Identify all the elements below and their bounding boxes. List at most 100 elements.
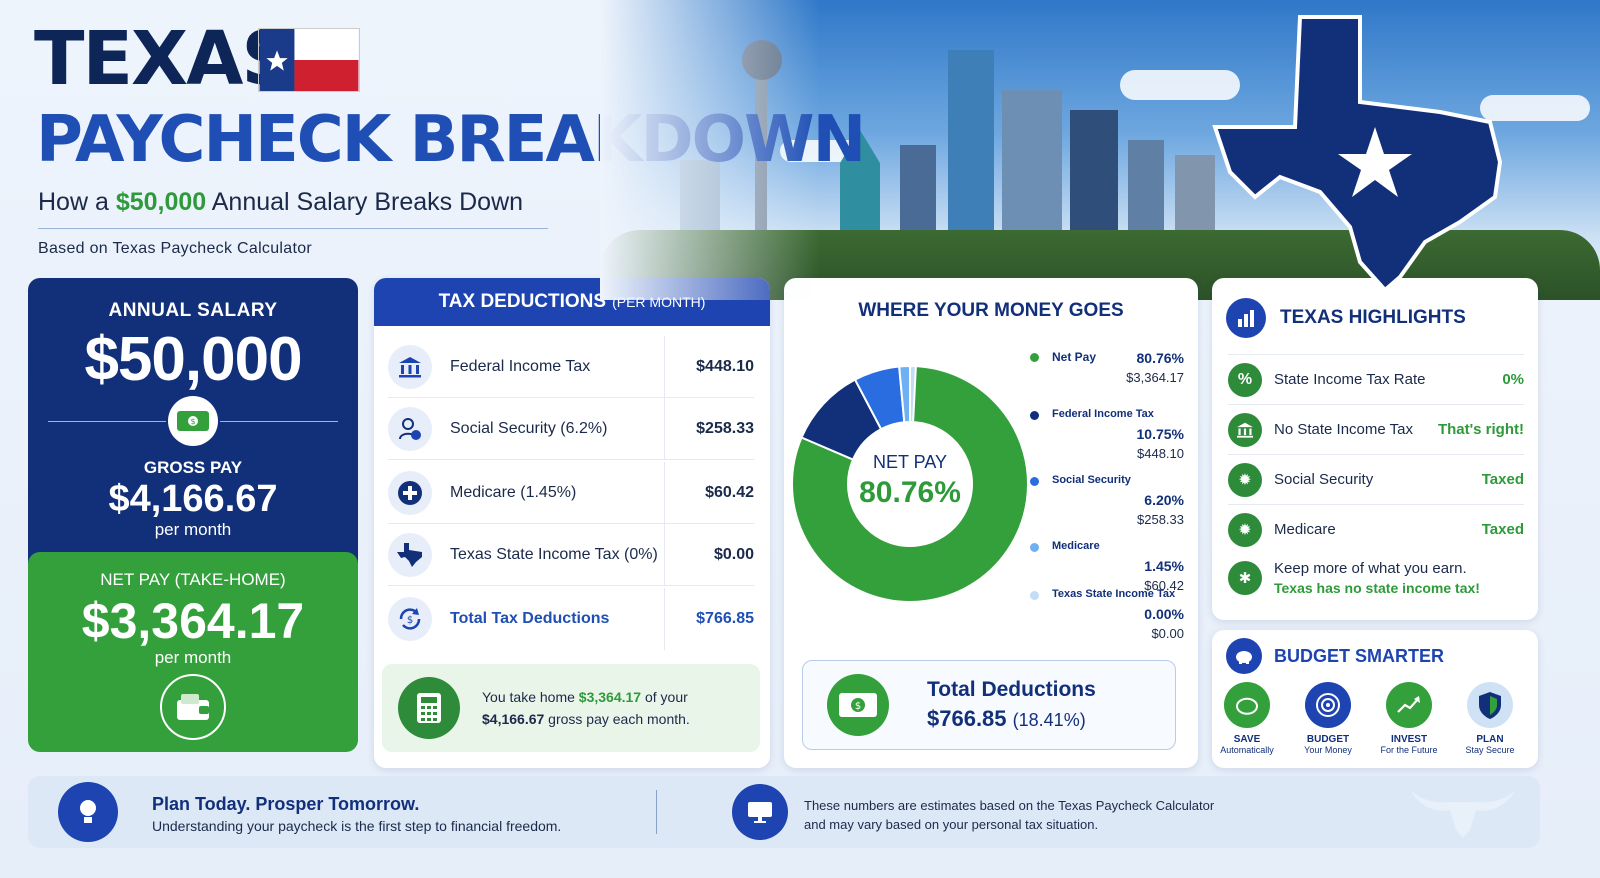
deduction-name: Medicare (1.45%) <box>450 483 577 501</box>
percent-icon: % <box>1228 362 1262 397</box>
legend-amount: $0.00 <box>1151 626 1184 641</box>
center-label: NET PAY <box>873 452 947 472</box>
target-icon <box>1305 682 1351 728</box>
legend-swatch <box>1030 411 1039 420</box>
refresh-dollar-icon: $ <box>388 597 432 641</box>
svg-text:$: $ <box>190 417 195 426</box>
svg-text:$: $ <box>407 615 413 626</box>
calculator-icon <box>398 677 460 739</box>
legend-percent: 10.75% <box>1136 426 1184 442</box>
footer: Plan Today. Prosper Tomorrow. Understand… <box>28 776 1540 848</box>
deduction-value: $766.85 <box>664 588 754 650</box>
palm-tree-icon: ✱ <box>1228 561 1262 595</box>
deduction-value: $448.10 <box>664 335 754 398</box>
budget-item-budget[interactable]: BUDGET Your Money <box>1288 682 1368 755</box>
piggy-bank-icon <box>1224 682 1270 728</box>
budget-header: BUDGET SMARTER <box>1226 638 1444 674</box>
table-row: Federal Income Tax $448.10 <box>388 335 754 398</box>
disclaimer: These numbers are estimates based on the… <box>804 798 1215 832</box>
legend-swatch <box>1030 543 1039 552</box>
user-shield-icon <box>388 406 432 451</box>
badge-icon: ✹ <box>1228 462 1262 497</box>
legend-swatch <box>1030 353 1039 362</box>
budget-smarter-card: BUDGET SMARTER SAVE Automatically BUDGET Y… <box>1212 630 1538 768</box>
legend-percent: 6.20% <box>1144 492 1184 508</box>
deduction-value: $0.00 <box>664 523 754 586</box>
legend-label: Net Pay <box>1052 350 1097 364</box>
monitor-icon <box>732 784 788 840</box>
legend-swatch <box>1030 591 1039 600</box>
net-pay-label: NET PAY (TAKE-HOME) <box>100 570 286 589</box>
legend-amount: $258.33 <box>1137 512 1184 527</box>
take-home-note: You take home $3,364.17 of your $4,166.6… <box>382 664 760 752</box>
legend-amount: $3,364.17 <box>1126 370 1184 385</box>
medical-cross-icon <box>388 470 432 515</box>
net-period: per month <box>154 648 232 667</box>
deduction-value: $60.42 <box>664 461 754 524</box>
texas-icon <box>388 532 432 577</box>
divider <box>656 790 657 834</box>
page-title: TEXAS <box>34 16 295 102</box>
shield-icon <box>1467 682 1513 728</box>
donut-slice-net-pay <box>791 364 1029 603</box>
gross-pay-label: GROSS PAY <box>143 458 243 477</box>
bank-icon <box>1228 412 1262 447</box>
annual-salary-value: $50,000 <box>84 325 302 394</box>
total-deductions-label: Total Deductions <box>927 678 1096 701</box>
legend-percent: 0.00% <box>1144 606 1184 622</box>
texas-flag-icon <box>258 28 360 92</box>
legend-swatch <box>1030 477 1039 486</box>
cash-icon: $ <box>827 674 889 736</box>
deduction-value: $258.33 <box>664 397 754 460</box>
table-row: Social Security (6.2%) $258.33 <box>388 397 754 460</box>
center-value: 80.76% <box>859 476 961 509</box>
legend-amount: $448.10 <box>1137 446 1184 461</box>
highlight-callout: ✱ Keep more of what you earn. Texas has … <box>1228 560 1480 596</box>
divider <box>38 228 548 229</box>
highlight-row: % State Income Tax Rate 0% <box>1228 354 1524 404</box>
table-row: Medicare (1.45%) $60.42 <box>388 461 754 524</box>
footer-slogan-sub: Understanding your paycheck is the first… <box>152 818 562 834</box>
tax-deductions-card: TAX DEDUCTIONS (PER MONTH) Federal Income… <box>374 278 770 768</box>
lightbulb-icon <box>58 782 118 842</box>
budget-item-save[interactable]: SAVE Automatically <box>1207 682 1287 755</box>
total-deductions-value: $766.85 (18.41%) <box>927 706 1086 731</box>
legend-label: Social Security <box>1052 474 1131 486</box>
legend-label: Federal Income Tax <box>1052 408 1154 420</box>
budget-item-plan[interactable]: PLAN Stay Secure <box>1450 682 1530 755</box>
highlights-header: TEXAS HIGHLIGHTS <box>1226 298 1466 338</box>
legend-percent: 80.76% <box>1136 350 1184 366</box>
divider <box>220 421 338 422</box>
gross-period: per month <box>154 520 232 539</box>
source-note: Based on Texas Paycheck Calculator <box>38 240 313 257</box>
donut-slice-texas-state-income-tax <box>909 364 917 424</box>
cash-icon: $ <box>168 396 218 446</box>
texas-map-icon <box>1212 15 1503 292</box>
chart-title: WHERE YOUR MONEY GOES <box>858 300 1124 321</box>
money-breakdown-card: WHERE YOUR MONEY GOES NET PAY 80.76% Net… <box>784 278 1198 768</box>
salary-card: ANNUAL SALARY $50,000 $ GROSS PAY $4,166… <box>28 278 358 578</box>
gross-pay-value: $4,166.67 <box>108 478 278 520</box>
take-home-text: You take home $3,364.17 of your $4,166.6… <box>482 689 690 727</box>
deduction-name: Total Tax Deductions <box>450 610 610 627</box>
annual-salary-label: ANNUAL SALARY <box>108 300 278 321</box>
legend-amount: $60.42 <box>1144 578 1184 593</box>
wallet-icon <box>160 674 226 740</box>
piggy-bank-icon <box>1226 638 1262 674</box>
deduction-name: Social Security (6.2%) <box>450 419 608 437</box>
legend-label: Texas State Income Tax <box>1052 588 1176 600</box>
budget-item-invest[interactable]: INVEST For the Future <box>1369 682 1449 755</box>
svg-text:$: $ <box>855 701 861 712</box>
subtitle: How a $50,000 Annual Salary Breaks Down <box>38 188 524 216</box>
total-deductions-box: $ Total Deductions $766.85 (18.41%) <box>802 660 1176 750</box>
longhorn-icon <box>1410 790 1516 838</box>
legend-label: Medicare <box>1052 540 1100 552</box>
texas-highlights-card: TEXAS HIGHLIGHTS % State Income Tax Rate… <box>1212 278 1538 620</box>
table-row-total: $ Total Tax Deductions $766.85 <box>388 588 754 650</box>
bank-icon <box>388 344 432 389</box>
highlight-row: No State Income Tax That's right! <box>1228 404 1524 454</box>
net-pay-value: $3,364.17 <box>81 593 305 649</box>
growth-chart-icon <box>1386 682 1432 728</box>
legend-percent: 1.45% <box>1144 558 1184 574</box>
donut-chart: NET PAY 80.76% <box>791 364 1029 603</box>
